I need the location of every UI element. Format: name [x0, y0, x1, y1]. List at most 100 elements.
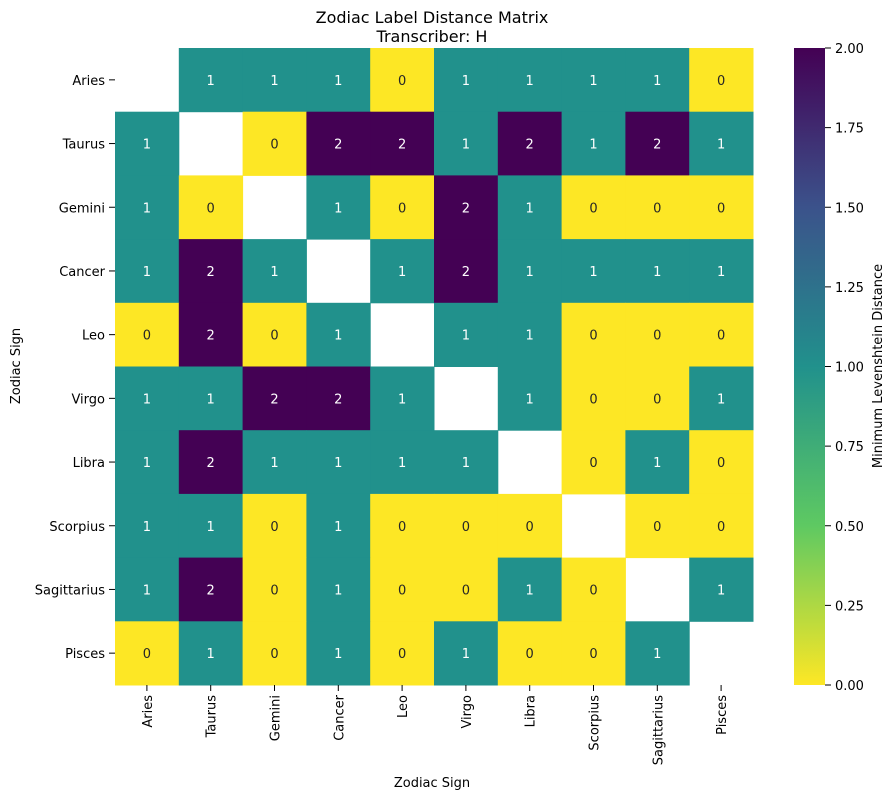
cell-value-label: 0: [653, 520, 661, 535]
cell-value-label: 1: [270, 456, 278, 471]
colorbar-tick-label: 0.00: [835, 679, 864, 694]
heatmap-cell: [242, 48, 307, 113]
heatmap-cell: [625, 302, 690, 367]
cell-value-label: 1: [143, 583, 151, 598]
heatmap-cell: [434, 557, 499, 622]
heatmap-cell: [178, 493, 244, 559]
cell-value-label: 2: [653, 138, 661, 153]
heatmap-cell: [115, 621, 180, 686]
y-tick-label: Sagittarius: [35, 583, 105, 598]
heatmap-cell: [178, 175, 244, 240]
colorbar-tick-label: 0.75: [835, 440, 864, 455]
heatmap-cell: [242, 111, 307, 176]
heatmap-cell: [625, 493, 690, 559]
x-tick-label: Pisces: [715, 695, 730, 735]
cell-value-label: 2: [462, 265, 470, 280]
cell-value-label: 1: [334, 74, 342, 89]
y-axis-label: Zodiac Sign: [9, 328, 24, 404]
cell-value-label: 1: [398, 392, 406, 407]
heatmap-cell: [306, 111, 371, 176]
heatmap-cell: [115, 557, 180, 622]
cell-value-label: 0: [589, 392, 597, 407]
heatmap-cell: [625, 48, 690, 113]
heatmap-cell: [178, 302, 244, 367]
cell-value-label: 1: [398, 456, 406, 471]
cell-value-label: 1: [334, 456, 342, 471]
cell-value-label: 1: [270, 265, 278, 280]
heatmap-cell: [370, 493, 435, 559]
heatmap-cell: [370, 239, 435, 304]
heatmap-cell: [242, 557, 307, 622]
cell-value-label: 2: [207, 456, 215, 471]
heatmap-cell: [625, 111, 690, 176]
heatmap-cell: [434, 111, 499, 176]
chart-title: Zodiac Label Distance Matrix: [316, 8, 549, 27]
heatmap-cell: [115, 302, 180, 367]
heatmap-cell: [370, 557, 435, 622]
heatmap-cell: [497, 557, 563, 622]
heatmap-cell: [689, 239, 754, 304]
cell-value-label: 0: [398, 583, 406, 598]
cell-value-label: 1: [462, 647, 470, 662]
heatmap-cell: [434, 302, 499, 367]
heatmap-cell: [689, 175, 754, 240]
heatmap-cell: [178, 557, 244, 622]
heatmap-cell: [178, 239, 244, 304]
cell-value-label: 1: [398, 265, 406, 280]
colorbar-label: Minimum Levenshtein Distance: [871, 264, 886, 468]
cell-value-label: 0: [653, 329, 661, 344]
cell-value-label: 1: [143, 392, 151, 407]
x-tick-label: Taurus: [205, 695, 220, 739]
cell-value-label: 0: [270, 583, 278, 598]
cell-value-label: 1: [526, 583, 534, 598]
cell-value-label: 2: [207, 265, 215, 280]
y-tick-label: Cancer: [59, 265, 105, 280]
heatmap-cell: [561, 366, 626, 431]
cell-value-label: 0: [462, 520, 470, 535]
cell-value-label: 1: [143, 456, 151, 471]
cell-value-label: 0: [398, 647, 406, 662]
cell-value-label: 1: [270, 74, 278, 89]
heatmap-cell: [115, 175, 180, 240]
heatmap-cell: [370, 175, 435, 240]
colorbar-tick-label: 0.25: [835, 599, 864, 614]
y-tick-label: Taurus: [62, 138, 106, 153]
heatmap-cell: [497, 366, 563, 431]
cell-value-label: 0: [589, 456, 597, 471]
cell-value-label: 1: [717, 583, 725, 598]
x-tick-label: Sagittarius: [651, 695, 666, 765]
x-tick-label: Gemini: [269, 695, 284, 741]
heatmap-cell: [115, 493, 180, 559]
cell-value-label: 1: [334, 583, 342, 598]
cell-value-label: 1: [462, 74, 470, 89]
y-tick-label: Virgo: [71, 392, 105, 407]
cell-value-label: 1: [653, 74, 661, 89]
heatmap-cell: [306, 557, 371, 622]
cell-value-label: 1: [462, 138, 470, 153]
cell-value-label: 1: [717, 138, 725, 153]
heatmap-cell: [497, 302, 563, 367]
cell-value-label: 0: [270, 647, 278, 662]
cell-value-label: 0: [589, 329, 597, 344]
heatmap-cell: [497, 493, 563, 559]
cell-value-label: 1: [526, 265, 534, 280]
colorbar-tick-label: 1.25: [835, 281, 864, 296]
x-tick-label: Aries: [141, 695, 156, 728]
heatmap-cell: [370, 48, 435, 113]
cell-value-label: 2: [526, 138, 534, 153]
cell-value-label: 0: [717, 74, 725, 89]
heatmap-cell: [497, 239, 563, 304]
heatmap-cell: [434, 493, 499, 559]
colorbar-tick-label: 2.00: [835, 42, 864, 57]
heatmap-cell: [115, 430, 180, 495]
cell-value-label: 0: [717, 520, 725, 535]
cell-value-label: 0: [717, 456, 725, 471]
cell-value-label: 1: [653, 456, 661, 471]
heatmap-cell: [561, 111, 626, 176]
y-tick-label: Gemini: [59, 201, 105, 216]
cell-value-label: 0: [398, 520, 406, 535]
cell-value-label: 1: [207, 647, 215, 662]
heatmap-cell: [115, 111, 180, 176]
cell-value-label: 0: [653, 201, 661, 216]
